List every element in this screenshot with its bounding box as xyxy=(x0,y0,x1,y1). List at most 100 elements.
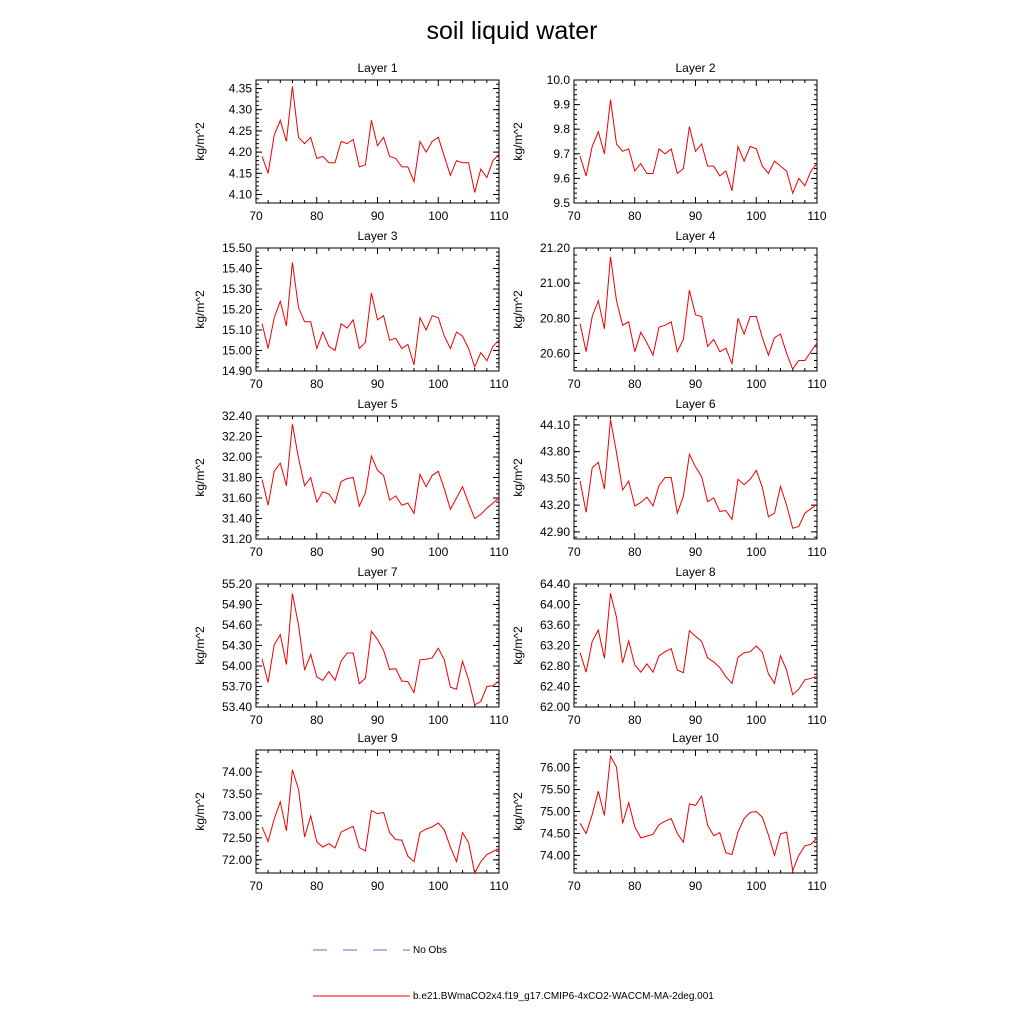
x-tick-label: 110 xyxy=(489,377,508,391)
y-tick-label: 9.5 xyxy=(553,196,570,210)
x-tick-label: 100 xyxy=(746,209,766,223)
panel-title: Layer 3 xyxy=(357,229,397,243)
panel-layer-1: Layer 1 70 80 90 100 110 4.10 4.15 4.20 4.25 4.30 4… xyxy=(193,61,509,223)
x-tick-label: 90 xyxy=(689,879,703,893)
panel-title: Layer 8 xyxy=(675,565,715,579)
y-tick-label: 76.00 xyxy=(540,761,570,775)
x-tick-label: 100 xyxy=(746,545,766,559)
plot-frame xyxy=(573,583,818,708)
x-tick-label: 80 xyxy=(628,209,642,223)
y-tick-label: 15.20 xyxy=(222,303,252,317)
y-tick-label: 74.00 xyxy=(222,765,252,779)
y-axis-label: kg/m^2 xyxy=(193,290,207,329)
x-tick-label: 90 xyxy=(371,545,385,559)
y-tick-label: 20.60 xyxy=(540,346,570,360)
x-tick-label: 110 xyxy=(489,879,508,893)
y-axis-label: kg/m^2 xyxy=(193,626,207,665)
panel-layer-6: Layer 6 70 80 90 100 110 42.90 43.20 43.50 43.80 4… xyxy=(511,397,827,559)
x-tick-label: 100 xyxy=(428,713,448,727)
y-tick-label: 53.40 xyxy=(222,700,252,714)
x-tick-label: 110 xyxy=(807,713,826,727)
y-tick-label: 62.40 xyxy=(540,680,570,694)
plot-frame xyxy=(255,415,500,540)
plot-frame xyxy=(573,749,818,874)
x-tick-label: 90 xyxy=(371,879,385,893)
y-tick-label: 31.60 xyxy=(222,491,252,505)
y-axis-label: kg/m^2 xyxy=(193,458,207,497)
y-tick-label: 9.6 xyxy=(553,171,570,185)
y-axis-label: kg/m^2 xyxy=(193,122,207,161)
y-tick-label: 15.40 xyxy=(222,262,252,276)
y-tick-label: 74.50 xyxy=(540,826,570,840)
y-tick-label: 75.50 xyxy=(540,783,570,797)
x-tick-label: 80 xyxy=(310,209,324,223)
y-tick-label: 63.60 xyxy=(540,618,570,632)
x-tick-label: 100 xyxy=(428,377,448,391)
x-tick-label: 100 xyxy=(746,377,766,391)
y-tick-label: 9.9 xyxy=(553,98,570,112)
plot-frame xyxy=(573,247,818,372)
panel-layer-8: Layer 8 70 80 90 100 110 62.00 62.40 62.80 63.20 6… xyxy=(511,565,827,727)
panel-title: Layer 10 xyxy=(672,731,719,745)
series-line-layer-5 xyxy=(261,424,500,520)
y-tick-label: 4.10 xyxy=(229,188,253,202)
plot-frame xyxy=(573,415,818,540)
panel-layer-7: Layer 7 70 80 90 100 110 53.40 53.70 54.00 54.30 5… xyxy=(193,565,509,727)
x-tick-label: 100 xyxy=(746,713,766,727)
y-tick-label: 73.50 xyxy=(222,787,252,801)
y-tick-label: 32.00 xyxy=(222,450,252,464)
y-tick-label: 73.00 xyxy=(222,809,252,823)
y-tick-label: 4.30 xyxy=(229,103,253,117)
panels-grid: Layer 1 70 80 90 100 110 4.10 4.15 4.20 4.25 4.30 4… xyxy=(193,61,827,893)
plot-frame xyxy=(573,79,818,204)
y-tick-label: 44.10 xyxy=(540,418,570,432)
series-line-layer-1 xyxy=(261,86,500,193)
y-tick-label: 31.80 xyxy=(222,471,252,485)
y-axis-label: kg/m^2 xyxy=(511,626,525,665)
y-tick-label: 64.00 xyxy=(540,598,570,612)
y-tick-label: 4.25 xyxy=(229,124,253,138)
x-tick-label: 110 xyxy=(489,545,508,559)
y-tick-label: 53.70 xyxy=(222,680,252,694)
figure-title: soil liquid water xyxy=(427,17,598,45)
y-tick-label: 31.40 xyxy=(222,512,252,526)
y-tick-label: 63.20 xyxy=(540,639,570,653)
y-tick-label: 54.90 xyxy=(222,598,252,612)
y-tick-label: 4.15 xyxy=(229,166,253,180)
x-tick-label: 110 xyxy=(489,713,508,727)
y-tick-label: 15.30 xyxy=(222,282,252,296)
panel-title: Layer 9 xyxy=(357,731,397,745)
x-tick-label: 110 xyxy=(807,879,826,893)
x-tick-label: 80 xyxy=(310,713,324,727)
x-tick-label: 90 xyxy=(689,377,703,391)
x-tick-label: 70 xyxy=(249,879,263,893)
y-tick-label: 42.90 xyxy=(540,525,570,539)
panel-layer-3: Layer 3 70 80 90 100 110 14.90 15.00 15.10 15.20 1… xyxy=(193,229,509,391)
x-tick-label: 70 xyxy=(249,713,263,727)
x-tick-label: 80 xyxy=(310,377,324,391)
y-tick-label: 15.10 xyxy=(222,323,252,337)
panel-layer-9: Layer 9 70 80 90 100 110 72.00 72.50 73.00 73.50 7… xyxy=(193,731,509,893)
x-tick-label: 90 xyxy=(371,377,385,391)
x-tick-label: 70 xyxy=(567,545,581,559)
x-tick-label: 90 xyxy=(689,545,703,559)
x-tick-label: 80 xyxy=(628,713,642,727)
y-tick-label: 14.90 xyxy=(222,364,252,378)
y-tick-label: 64.40 xyxy=(540,577,570,591)
y-axis-label: kg/m^2 xyxy=(511,458,525,497)
y-tick-label: 55.20 xyxy=(222,577,252,591)
panel-layer-4: Layer 4 70 80 90 100 110 20.60 20.80 21.00 21.20 k… xyxy=(511,229,827,391)
x-tick-label: 70 xyxy=(249,545,263,559)
y-tick-label: 72.50 xyxy=(222,831,252,845)
y-axis-label: kg/m^2 xyxy=(511,792,525,831)
y-tick-label: 62.00 xyxy=(540,700,570,714)
x-tick-label: 100 xyxy=(428,545,448,559)
y-tick-label: 43.20 xyxy=(540,498,570,512)
y-tick-label: 21.00 xyxy=(540,276,570,290)
y-tick-label: 15.00 xyxy=(222,344,252,358)
x-tick-label: 90 xyxy=(371,713,385,727)
y-tick-label: 9.8 xyxy=(553,122,570,136)
x-tick-label: 80 xyxy=(310,879,324,893)
y-axis-label: kg/m^2 xyxy=(193,792,207,831)
